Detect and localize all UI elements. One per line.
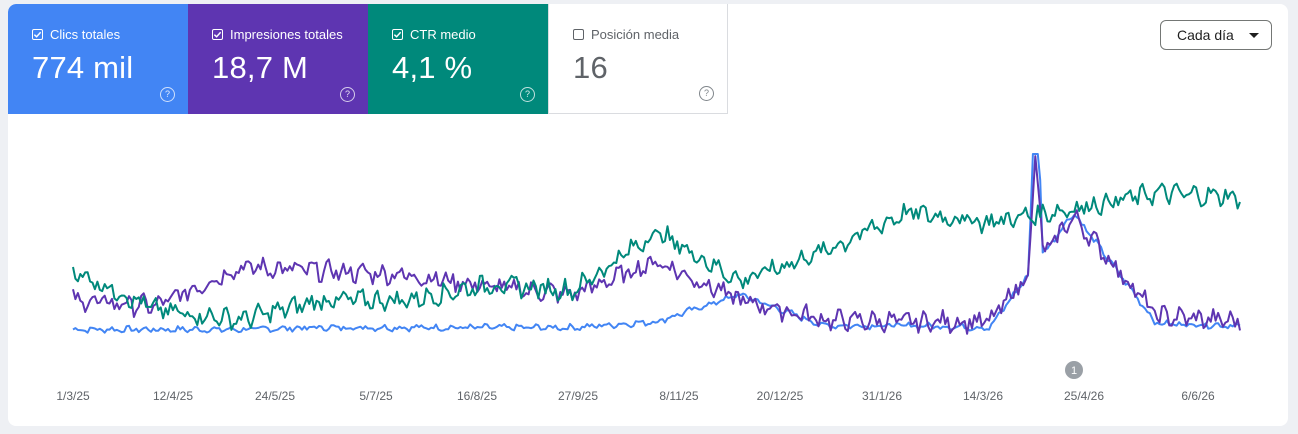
x-tick-label: 27/9/25 — [558, 389, 598, 403]
metric-value: 4,1 % — [392, 50, 473, 85]
x-tick-label: 31/1/26 — [862, 389, 902, 403]
x-tick-label: 25/4/26 — [1064, 389, 1104, 403]
help-icon[interactable]: ? — [340, 87, 355, 102]
metric-header: Clics totales — [32, 24, 188, 44]
x-tick-label: 12/4/25 — [153, 389, 193, 403]
x-tick-label: 5/7/25 — [359, 389, 393, 403]
help-icon[interactable]: ? — [520, 87, 535, 102]
series-line-2[interactable] — [72, 182, 1241, 331]
dropdown-arrow-icon — [1249, 33, 1259, 38]
x-tick-label: 24/5/25 — [255, 389, 295, 403]
annotation-marker[interactable]: 1 — [1065, 361, 1083, 379]
metric-value: 18,7 M — [212, 50, 308, 85]
metric-value: 16 — [573, 50, 608, 85]
metric-header: Posición media — [573, 24, 727, 44]
metric-value: 774 mil — [32, 50, 134, 85]
metric-tile-ctr[interactable]: CTR medio 4,1 % ? — [368, 4, 548, 114]
x-tick-label: 1/3/25 — [56, 389, 90, 403]
x-tick-label: 6/6/26 — [1181, 389, 1215, 403]
performance-card: Clics totales 774 mil ? Impresiones tota… — [8, 4, 1288, 426]
checkbox-checked-icon[interactable] — [212, 28, 223, 40]
period-select-label: Cada día — [1177, 27, 1234, 43]
x-axis-ticks: 1/3/25 12/4/25 24/5/25 5/7/25 16/8/25 27/9/25… — [56, 389, 1215, 403]
metric-tile-position[interactable]: Posición media 16 ? — [548, 4, 728, 114]
annotation-label: 1 — [1071, 365, 1077, 377]
x-tick-label: 20/12/25 — [757, 389, 804, 403]
x-tick-label: 16/8/25 — [457, 389, 497, 403]
period-select[interactable]: Cada día — [1160, 20, 1272, 50]
help-icon[interactable]: ? — [699, 86, 714, 101]
metric-tile-impressions[interactable]: Impresiones totales 18,7 M ? — [188, 4, 368, 114]
checkbox-unchecked-icon[interactable] — [573, 28, 584, 40]
help-icon[interactable]: ? — [160, 87, 175, 102]
metric-header: Impresiones totales — [212, 24, 368, 44]
series-line-1[interactable] — [72, 155, 1241, 335]
x-tick-label: 8/11/25 — [659, 389, 698, 403]
x-tick-label: 14/3/26 — [963, 389, 1003, 403]
metric-header: CTR medio — [392, 24, 548, 44]
checkbox-checked-icon[interactable] — [392, 28, 403, 40]
performance-line-chart[interactable]: 1/3/25 12/4/25 24/5/25 5/7/25 16/8/25 27/9/25… — [8, 4, 1288, 426]
metric-tile-clicks[interactable]: Clics totales 774 mil ? — [8, 4, 188, 114]
chart-lines — [72, 153, 1241, 335]
checkbox-checked-icon[interactable] — [32, 28, 43, 40]
series-line-0[interactable] — [72, 153, 1241, 334]
